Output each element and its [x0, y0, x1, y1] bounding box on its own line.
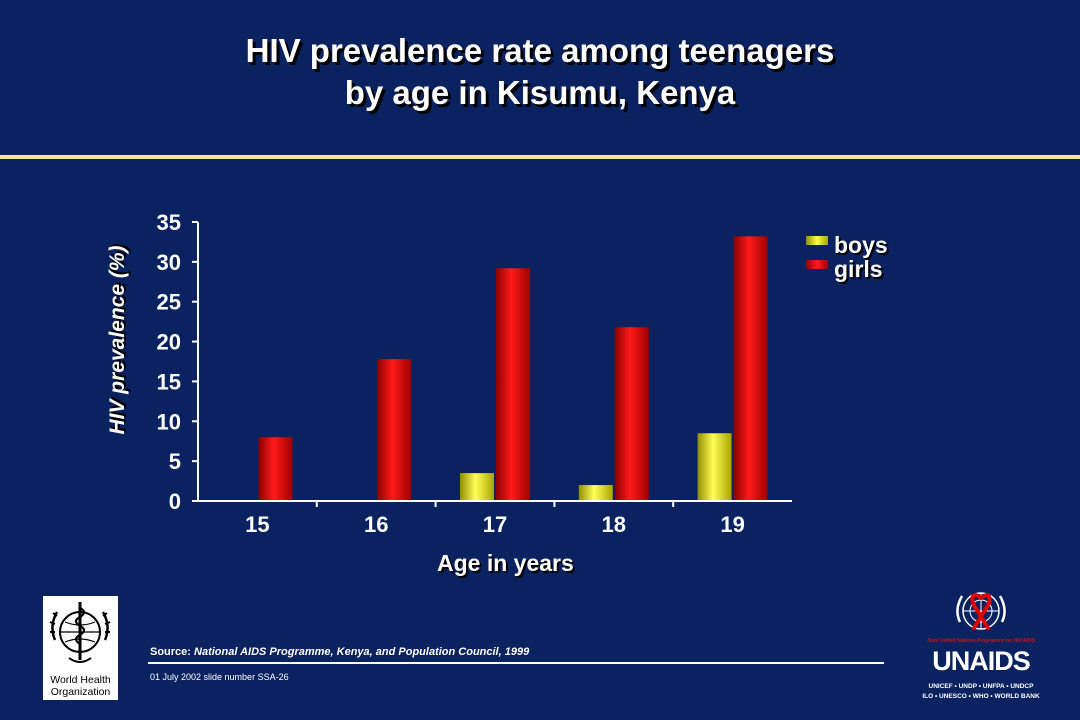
legend-label-boys: boys	[834, 232, 888, 258]
unaids-wordmark: UNAIDS	[932, 646, 1031, 676]
who-name: World Health Organization	[43, 674, 118, 698]
unaids-sponsors-line-2: ILO • UNESCO • WHO • WORLD BANK	[922, 693, 1040, 700]
bar-girls-15	[258, 437, 293, 501]
who-emblem-icon	[49, 602, 111, 663]
bar-girls-19	[733, 236, 768, 501]
x-tick-label-17: 17	[483, 512, 507, 537]
legend-swatch-girls	[806, 260, 828, 269]
unaids-logo: Joint United Nations Programme on HIV/AI…	[922, 586, 1040, 712]
y-tick-label-30: 30	[157, 250, 181, 275]
y-tick-label-15: 15	[157, 369, 181, 394]
y-tick-label-0: 0	[169, 489, 181, 514]
who-name-line-1: World Health	[50, 674, 111, 686]
bar-girls-16	[377, 359, 412, 501]
x-tick-label-18: 18	[602, 512, 626, 537]
who-logo: World Health Organization	[43, 596, 118, 700]
who-name-line-2: Organization	[50, 686, 111, 698]
bar-girls-17	[496, 268, 530, 501]
bar-boys-18	[578, 485, 613, 501]
unaids-sponsors-line-1: UNICEF • UNDP • UNFPA • UNDCP	[928, 683, 1034, 690]
title-line-2: by age in Kisumu, Kenya	[344, 74, 736, 111]
y-axis-label: HIV prevalence (%)	[106, 245, 129, 435]
title-line-1: HIV prevalence rate among teenagers	[245, 32, 835, 69]
title-divider	[0, 155, 1080, 159]
unaids-programme-name: Joint United Nations Programme on HIV/AI…	[926, 638, 1036, 644]
legend-label-girls: girls	[834, 256, 883, 282]
x-axis-label: Age in years	[437, 550, 574, 576]
y-tick-label-35: 35	[157, 210, 181, 235]
slide-title: HIV prevalence rate among teenagers by a…	[0, 30, 1080, 114]
y-tick-label-5: 5	[169, 449, 181, 474]
x-tick-label-19: 19	[720, 512, 744, 537]
x-tick-label-15: 15	[245, 512, 269, 537]
bar-boys-19	[697, 433, 732, 501]
legend-swatch-boys	[806, 236, 828, 245]
footer-divider	[148, 662, 884, 664]
bar-boys-17	[460, 473, 494, 501]
y-tick-label-20: 20	[157, 330, 181, 355]
un-emblem-icon	[956, 592, 1006, 630]
source-label: Source:	[150, 646, 191, 658]
y-tick-label-25: 25	[157, 290, 181, 315]
y-tick-label-10: 10	[157, 409, 181, 434]
source-text: National AIDS Programme, Kenya, and Popu…	[194, 646, 530, 658]
footer-note: 01 July 2002 slide number SSA-26	[150, 672, 289, 682]
bar-girls-18	[614, 327, 649, 501]
source-citation: Source: National AIDS Programme, Kenya, …	[150, 646, 529, 658]
x-tick-label-16: 16	[364, 512, 388, 537]
